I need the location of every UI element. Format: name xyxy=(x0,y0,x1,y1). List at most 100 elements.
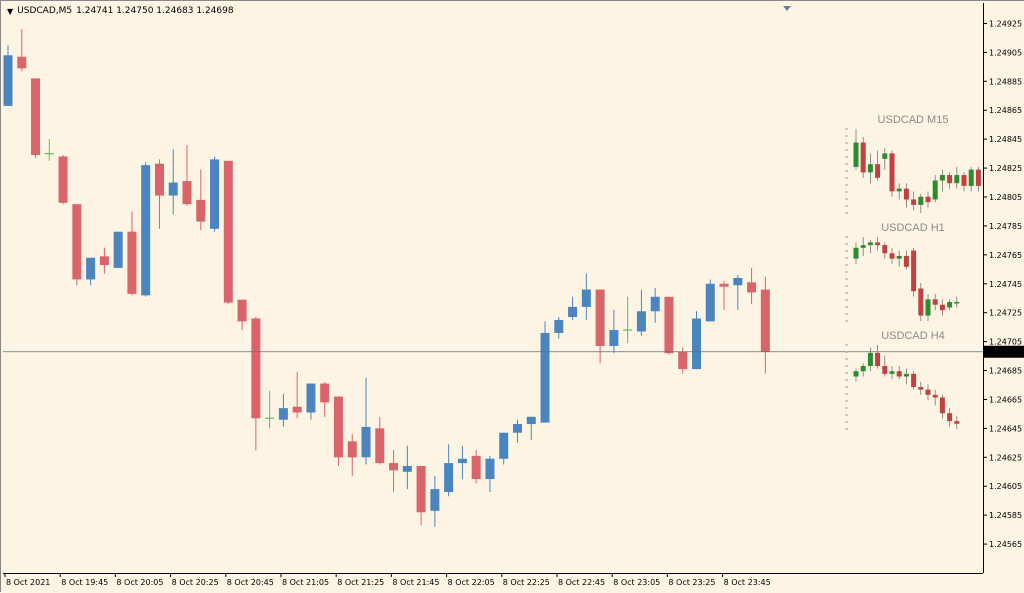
mini-candle-body xyxy=(903,188,909,200)
candle-body xyxy=(210,159,220,229)
mini-candle-body xyxy=(911,373,917,387)
candle-body xyxy=(237,299,247,322)
candle-body xyxy=(196,199,206,222)
mini-candle-body xyxy=(932,180,938,200)
y-tick-label: 1.24745 xyxy=(989,280,1022,289)
mini-candle-body xyxy=(975,169,981,186)
mini-candle-body xyxy=(932,394,938,398)
x-tick-label: 8 Oct 22:05 xyxy=(448,578,495,587)
mini-candle-body xyxy=(918,196,924,205)
mini-candle-body xyxy=(853,247,859,259)
x-tick-label: 8 Oct 21:25 xyxy=(337,578,384,587)
mini-candle-body xyxy=(947,302,953,308)
x-tick-label: 8 Oct 20:05 xyxy=(116,578,163,587)
y-tick-label: 1.24605 xyxy=(989,482,1022,491)
y-tick-label: 1.24885 xyxy=(989,77,1022,86)
candle-body xyxy=(17,56,27,69)
mini-candle-body xyxy=(882,366,888,374)
y-tick-label: 1.24905 xyxy=(989,48,1022,57)
candle-body xyxy=(747,282,757,293)
candle-body xyxy=(733,277,743,286)
mini-candle-body xyxy=(903,255,909,267)
mini-candle-body xyxy=(954,175,960,184)
candle-body xyxy=(636,311,646,332)
y-tick-label: 1.24845 xyxy=(989,135,1022,144)
candle-body xyxy=(609,330,619,346)
mini-candle-body xyxy=(896,255,902,259)
y-tick-label: 1.24685 xyxy=(989,367,1022,376)
mini-candle-body xyxy=(860,245,866,248)
candle-body xyxy=(333,396,343,458)
y-tick-label: 1.24725 xyxy=(989,309,1022,318)
symbol-label: USDCAD,M5 xyxy=(17,6,73,16)
candle-body xyxy=(526,416,536,425)
candle-body xyxy=(154,163,164,196)
x-tick-label: 8 Oct 21:45 xyxy=(392,578,439,587)
candle-body xyxy=(361,426,371,458)
y-tick-label: 1.24705 xyxy=(989,338,1022,347)
x-tick-label: 8 Oct 20:25 xyxy=(172,578,219,587)
mini-candle-body xyxy=(875,242,881,246)
candle-body xyxy=(278,408,288,420)
candle-body xyxy=(58,156,68,203)
candle-body xyxy=(31,78,41,156)
candle-body xyxy=(692,318,701,370)
x-tick-label: 8 Oct 23:45 xyxy=(724,578,771,587)
x-tick-label: 8 Oct 23:25 xyxy=(668,578,715,587)
current-price-tag xyxy=(984,345,1024,358)
candle-body xyxy=(705,283,715,322)
candle-body xyxy=(416,465,426,513)
candle-body xyxy=(320,383,330,403)
candle-body xyxy=(664,296,674,354)
candle-body xyxy=(306,383,316,413)
mini-candle-body xyxy=(903,373,909,377)
mini-candle-body xyxy=(968,169,974,186)
mini-candle-body xyxy=(947,413,953,422)
y-tick-label: 1.24805 xyxy=(989,193,1022,202)
candle-body xyxy=(72,204,82,280)
mini-candle-body xyxy=(867,164,873,173)
candle-body xyxy=(3,55,13,106)
mini-candle-body xyxy=(882,245,888,254)
chart-shift-marker-icon[interactable] xyxy=(783,6,791,11)
candle-body xyxy=(554,319,564,333)
x-tick-label: 8 Oct 23:05 xyxy=(613,578,660,587)
candle-body xyxy=(471,455,481,479)
mini-chart-title: USDCAD M15 xyxy=(878,114,949,126)
y-tick-label: 1.24925 xyxy=(989,19,1022,28)
mini-candle-body xyxy=(961,175,967,186)
x-tick-label: 8 Oct 21:05 xyxy=(282,578,329,587)
candle-body xyxy=(86,257,96,280)
y-tick-label: 1.24825 xyxy=(989,164,1022,173)
mini-candle-body xyxy=(954,302,960,304)
mini-candle-body xyxy=(889,153,895,192)
candle-body xyxy=(182,181,192,205)
mini-candle-body xyxy=(954,421,960,424)
y-tick-label: 1.24565 xyxy=(989,540,1022,549)
quote-values: 1.24741 1.24750 1.24683 1.24698 xyxy=(76,6,234,16)
candle-body xyxy=(650,296,660,312)
candle-body xyxy=(168,182,178,196)
mini-candle-body xyxy=(918,288,924,316)
triangle-down-icon[interactable]: ▼ xyxy=(7,6,14,16)
mini-candle-body xyxy=(939,175,945,181)
candle-body xyxy=(375,428,385,464)
x-tick-label: 8 Oct 19:45 xyxy=(61,578,108,587)
y-tick-label: 1.24585 xyxy=(989,511,1022,520)
y-tick-label: 1.24625 xyxy=(989,453,1022,462)
candle-body xyxy=(402,465,412,472)
mini-candle-body xyxy=(947,175,953,184)
mini-candle-body xyxy=(925,299,931,316)
mini-candle-body xyxy=(925,196,931,203)
candle-body xyxy=(389,463,399,471)
mini-candle-body xyxy=(860,366,866,372)
candle-body xyxy=(760,289,770,352)
mini-candle-body xyxy=(875,164,881,178)
mini-candle-body xyxy=(882,153,888,159)
mini-chart-title: USDCAD H4 xyxy=(881,330,945,342)
mini-candle-body xyxy=(867,352,873,366)
candle-body xyxy=(595,289,605,346)
